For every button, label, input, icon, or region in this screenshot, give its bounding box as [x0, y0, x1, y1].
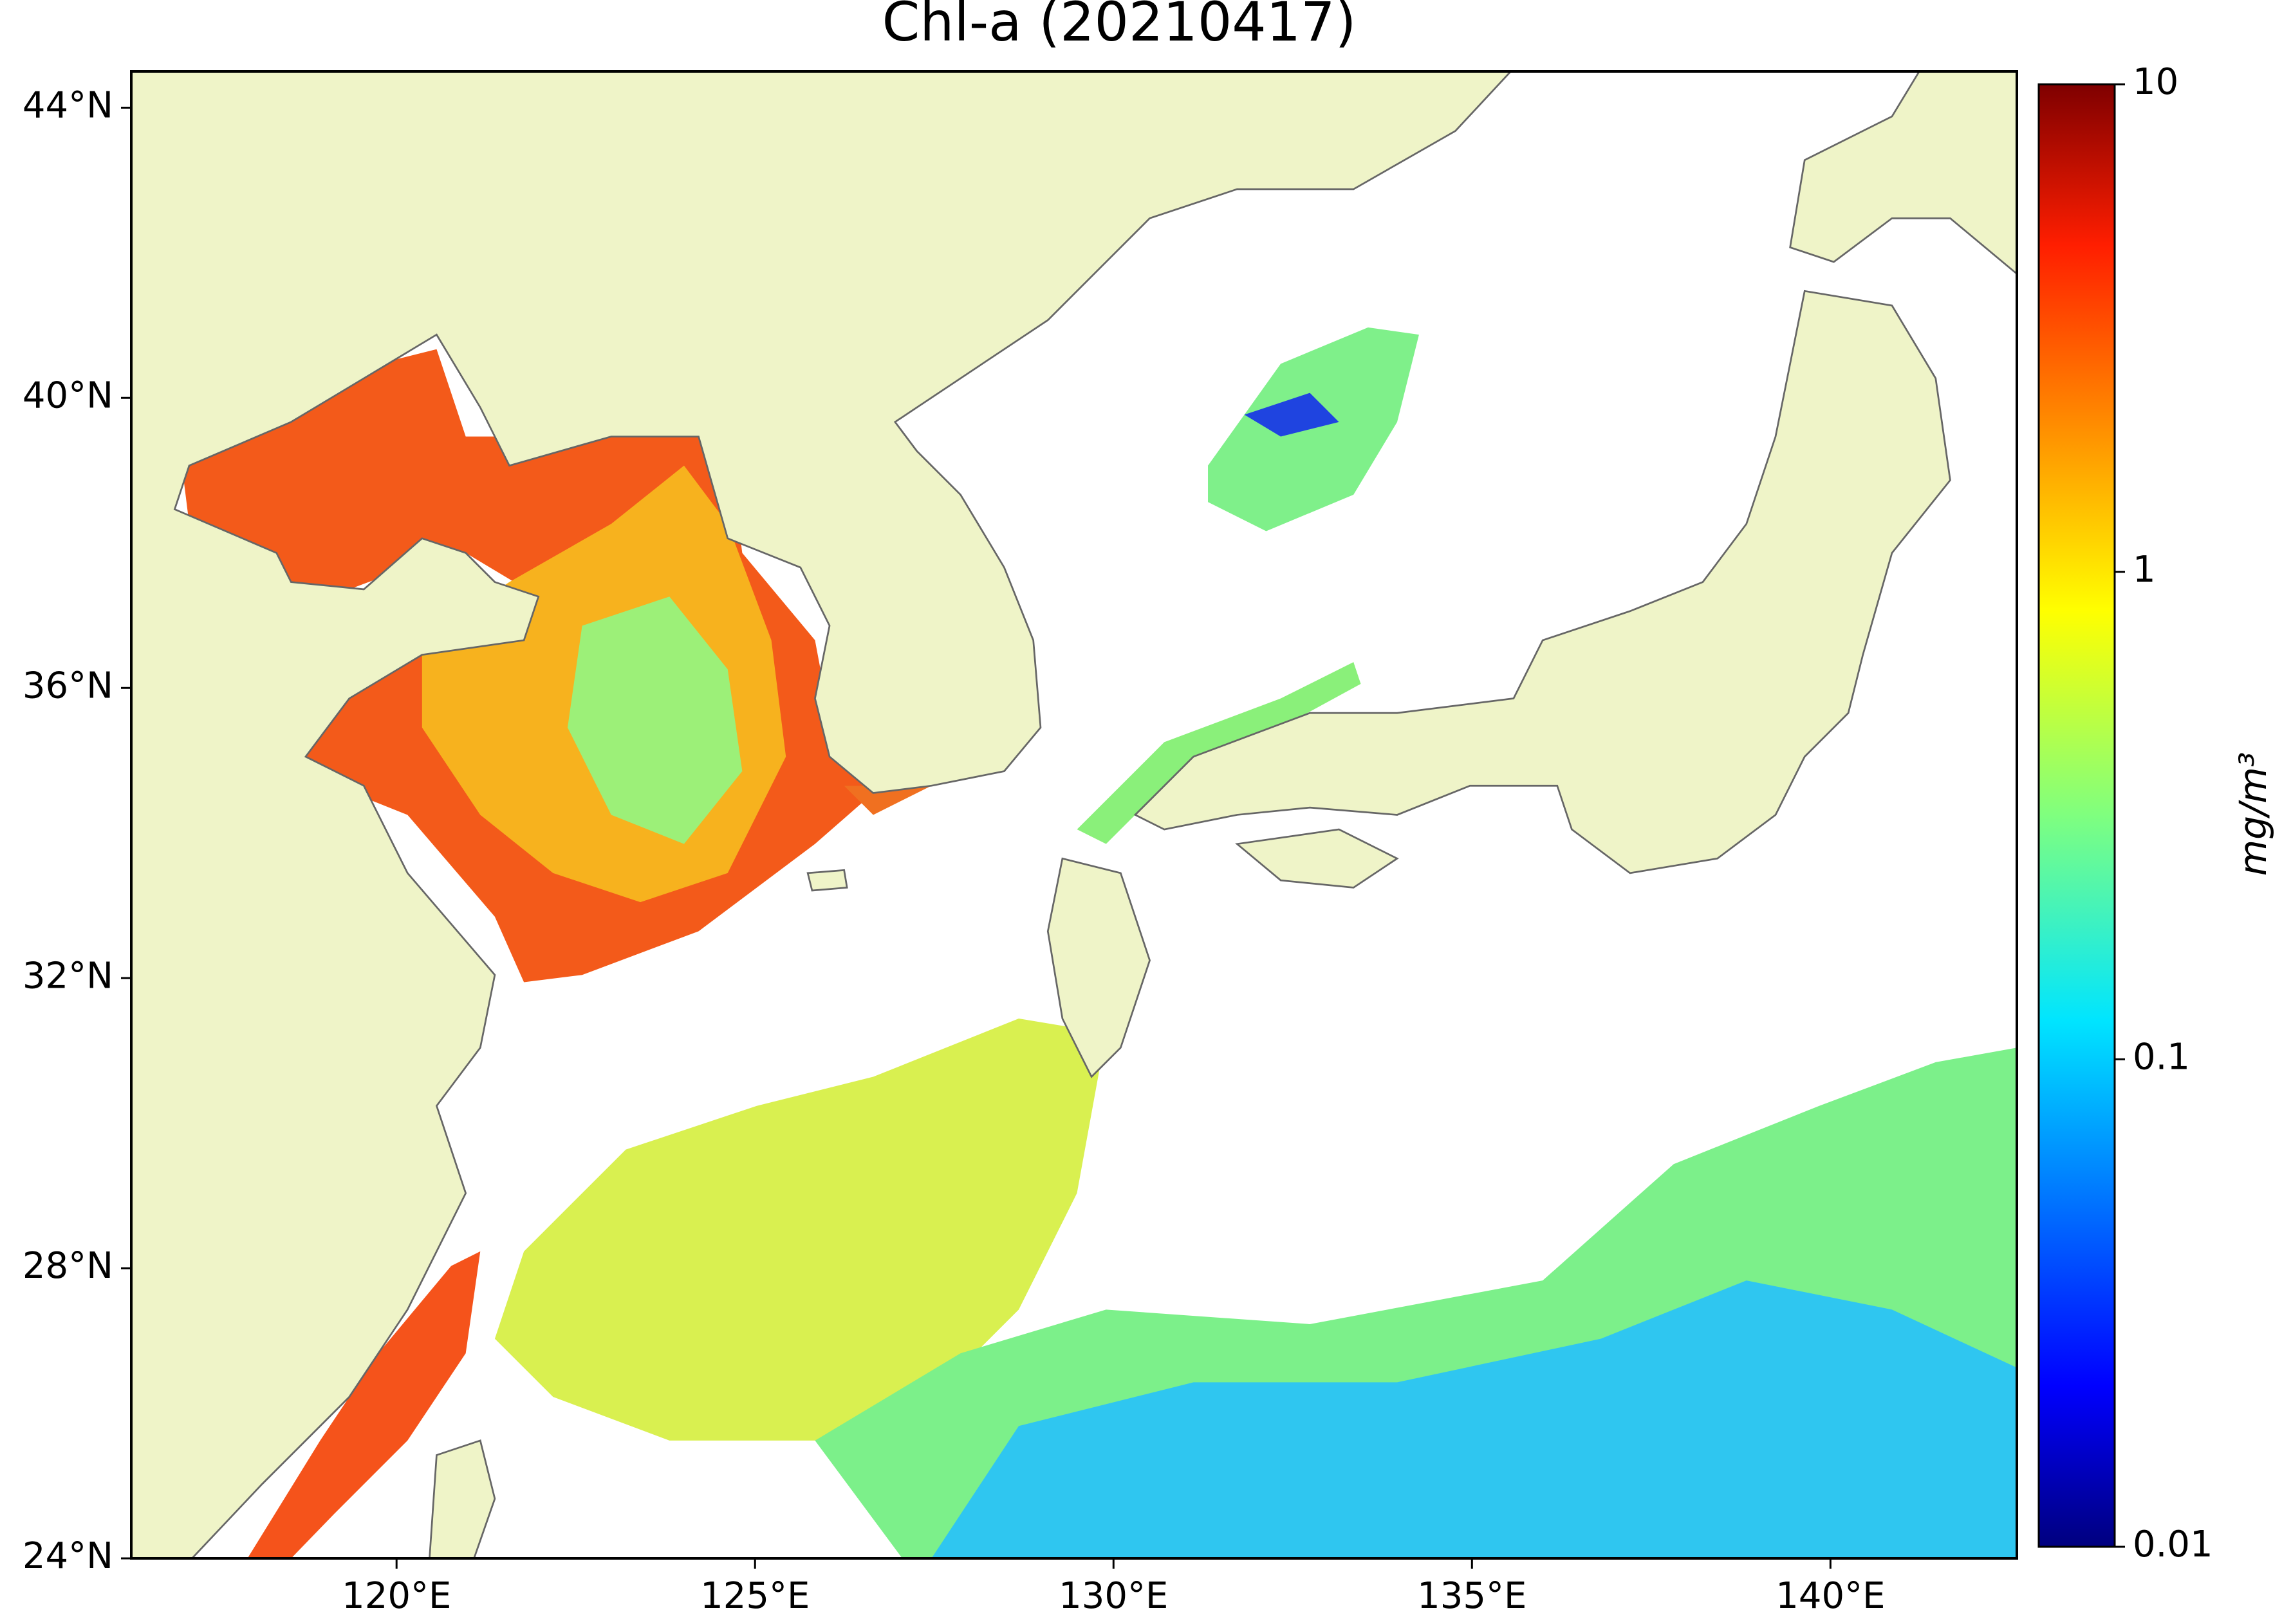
land-jeju — [806, 869, 848, 892]
colorbar-tick-label: 10 — [2133, 61, 2178, 103]
land-asia — [131, 71, 1512, 1559]
land-taiwan — [429, 1439, 496, 1559]
colorbar — [2037, 83, 2116, 1548]
chl-field — [181, 327, 2018, 1559]
y-tick-label: 32°N — [23, 955, 113, 997]
land-hokkaido — [1789, 71, 2018, 275]
land-honshu — [1133, 290, 1951, 874]
x-tick-label: 130°E — [1059, 1575, 1168, 1617]
x-tick-label: 135°E — [1417, 1575, 1526, 1617]
chart-title: Chl-a (20210417) — [882, 0, 1357, 53]
colorbar-tick-label: 1 — [2133, 549, 2156, 591]
y-tick-label: 36°N — [23, 665, 113, 706]
land-shikoku — [1235, 828, 1399, 889]
colorbar-tick-label: 0.1 — [2133, 1036, 2190, 1078]
x-tick-label: 140°E — [1776, 1575, 1885, 1617]
y-tick-label: 44°N — [23, 85, 113, 127]
map-frame — [130, 70, 2018, 1560]
colorbar-tick-label: 0.01 — [2133, 1524, 2213, 1565]
y-tick-label: 28°N — [23, 1245, 113, 1287]
y-tick-label: 24°N — [23, 1535, 113, 1577]
x-tick-label: 125°E — [700, 1575, 810, 1617]
land-kyushu — [1046, 857, 1151, 1078]
map-layers — [131, 71, 2018, 1559]
colorbar-label: mg/m³ — [2231, 752, 2275, 876]
y-tick-label: 40°N — [23, 374, 113, 416]
x-tick-label: 120°E — [342, 1575, 451, 1617]
